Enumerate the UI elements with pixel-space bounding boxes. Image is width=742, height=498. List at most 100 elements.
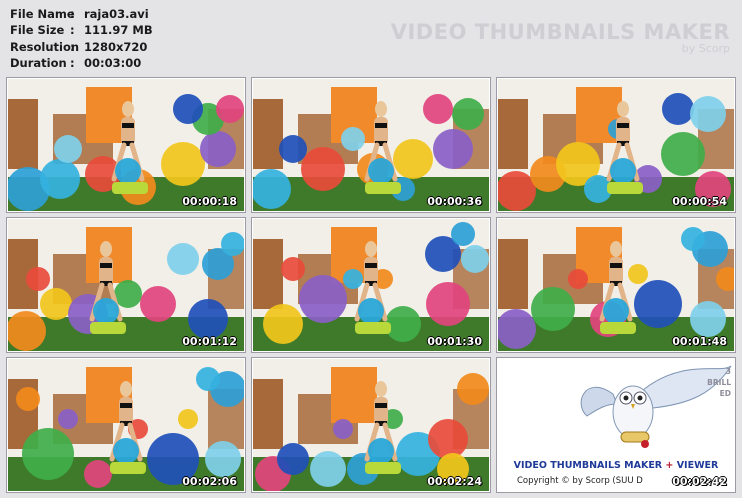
- timestamp-label: 00:00:54: [672, 195, 727, 208]
- balloon: [556, 142, 600, 186]
- inflatable-float: [355, 322, 391, 334]
- wood-door-left: [253, 239, 283, 309]
- resolution-row: Resolution : 1280x720: [10, 39, 153, 55]
- person-top: [610, 263, 622, 268]
- video-frame: [498, 219, 734, 351]
- balloon: [426, 282, 470, 326]
- balloon: [662, 93, 694, 125]
- balloon: [22, 428, 74, 480]
- wood-door-left: [253, 379, 283, 449]
- inflatable-float: [365, 462, 401, 474]
- person-top: [375, 403, 387, 408]
- balloon: [457, 373, 489, 405]
- timestamp-label: 00:00:18: [182, 195, 237, 208]
- promo-title-part2: VIEWER: [676, 460, 719, 471]
- scene-graphic: [8, 219, 244, 351]
- balloon-under-person: [115, 158, 141, 184]
- scene-graphic: [8, 79, 244, 211]
- balloon: [85, 156, 121, 192]
- person-top: [365, 263, 377, 268]
- scene-graphic: [253, 359, 489, 491]
- thumbnail-2[interactable]: 00:00:36: [251, 77, 491, 213]
- thumbnail-4[interactable]: 00:01:12: [6, 217, 246, 353]
- timestamp-label: 00:01:12: [182, 335, 237, 348]
- balloon: [333, 419, 353, 439]
- person-head: [120, 381, 132, 397]
- duration-label: Duration: [10, 55, 67, 70]
- inflatable-float: [600, 322, 636, 334]
- file-name-row: File Name : raja03.avi: [10, 6, 153, 22]
- balloon: [216, 95, 244, 123]
- balloon: [58, 409, 78, 429]
- balloon: [628, 264, 648, 284]
- promo-title-plus: +: [662, 460, 677, 471]
- person-torso: [121, 117, 135, 145]
- file-name-label: File Name: [10, 7, 75, 21]
- separator: :: [70, 7, 75, 21]
- balloon: [343, 269, 363, 289]
- balloon: [584, 175, 612, 203]
- balloon: [498, 171, 536, 211]
- balloon: [452, 98, 484, 130]
- thumbnail-5[interactable]: 00:01:30: [251, 217, 491, 353]
- balloon-under-person: [610, 158, 636, 184]
- balloon: [188, 299, 228, 339]
- person-head: [610, 241, 622, 257]
- balloon: [263, 304, 303, 344]
- balloon: [54, 135, 82, 163]
- balloon-under-person: [93, 298, 119, 324]
- person-head: [617, 101, 629, 117]
- timestamp-label: 00:02:42: [672, 475, 727, 488]
- person-torso: [609, 257, 623, 285]
- balloon: [531, 287, 575, 331]
- thumbnail-3[interactable]: 00:00:54: [496, 77, 736, 213]
- file-size-label: File Size: [10, 23, 65, 38]
- balloon: [167, 243, 199, 275]
- timestamp-label: 00:01:48: [672, 335, 727, 348]
- balloon: [425, 236, 461, 272]
- balloon: [84, 460, 112, 488]
- balloon: [433, 129, 473, 169]
- file-size-value: 111.97 MB: [84, 23, 153, 38]
- balloon: [423, 94, 453, 124]
- wood-door-left: [253, 99, 283, 169]
- thumbnail-1[interactable]: 00:00:18: [6, 77, 246, 213]
- separator: :: [70, 23, 75, 38]
- timestamp-label: 00:01:30: [427, 335, 482, 348]
- balloon: [277, 443, 309, 475]
- thumbnail-7[interactable]: 00:02:06: [6, 357, 246, 493]
- person-bottom: [375, 421, 387, 426]
- balloon: [661, 132, 705, 176]
- duration-row: Duration : 00:03:00: [10, 55, 153, 71]
- balloon: [716, 267, 734, 291]
- person-top: [375, 123, 387, 128]
- wood-door-left: [498, 239, 528, 309]
- balloon: [341, 127, 365, 151]
- balloon-under-person: [113, 438, 139, 464]
- person-torso: [374, 117, 388, 145]
- wood-door-left: [498, 99, 528, 169]
- curtain: [331, 367, 377, 423]
- balloon: [8, 311, 46, 351]
- balloon: [221, 232, 244, 256]
- balloon: [299, 275, 347, 323]
- balloon: [681, 227, 705, 251]
- person-torso: [99, 257, 113, 285]
- thumbnail-8[interactable]: 00:02:24: [251, 357, 491, 493]
- balloon: [16, 387, 40, 411]
- person-head: [122, 101, 134, 117]
- inflatable-float: [110, 462, 146, 474]
- person-top: [617, 123, 629, 128]
- thumbnail-6[interactable]: 00:01:48: [496, 217, 736, 353]
- promo-title: VIDEO THUMBNAILS MAKER + VIEWER: [497, 460, 735, 471]
- video-frame: [8, 79, 244, 211]
- inflatable-float: [365, 182, 401, 194]
- balloon: [428, 419, 468, 459]
- promo-tile: 3 BRILL ED VIDEO THUMBNAILS MAKER + VIEW…: [496, 357, 736, 493]
- balloon: [140, 286, 176, 322]
- owl-logo: [580, 365, 732, 448]
- balloon: [26, 267, 50, 291]
- balloon: [178, 409, 198, 429]
- video-frame: [253, 359, 489, 491]
- person-torso: [374, 397, 388, 425]
